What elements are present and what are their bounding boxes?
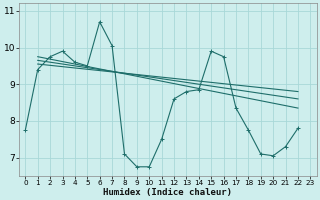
X-axis label: Humidex (Indice chaleur): Humidex (Indice chaleur) (103, 188, 232, 197)
